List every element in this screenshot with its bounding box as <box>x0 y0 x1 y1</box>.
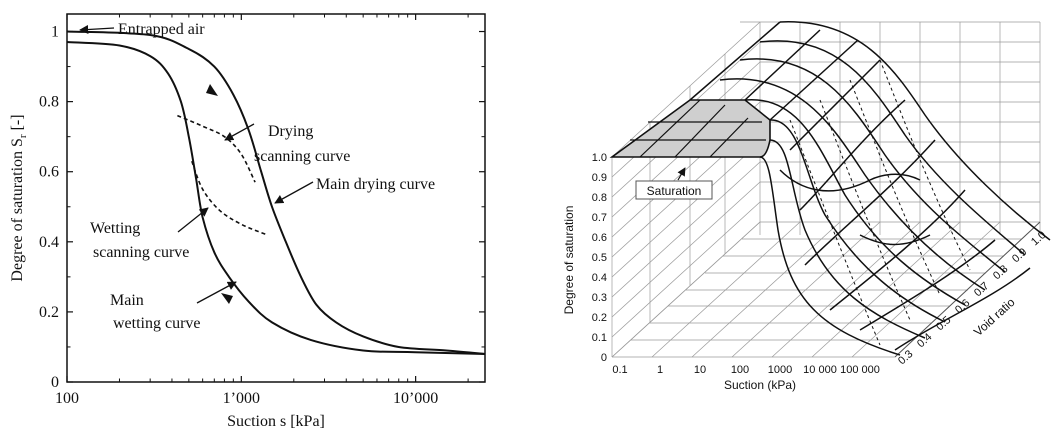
x-tick-label: 100 <box>55 390 79 407</box>
surface-y-tick-label: 0 <box>601 352 607 364</box>
series-line-wetting-scanning-curve <box>191 160 268 236</box>
pointer-arrow-drying-scanning <box>224 123 255 141</box>
surface-x-tick-label: 100 <box>731 364 749 376</box>
surface-y-tick-label: 0.7 <box>592 212 607 224</box>
surface-z-tick-label: 0.8 <box>991 263 1010 282</box>
annotation-main: Main <box>110 292 144 309</box>
left-chart: 100 1’000 10’000 0 0.2 0.4 0.6 0.8 1 Suction s [… <box>9 13 486 430</box>
tick-group: 100 1’000 10’000 0 0.2 0.4 0.6 0.8 1 <box>39 14 485 407</box>
surface-dashed-lines <box>789 59 971 346</box>
surface-y-tick-label: 0.8 <box>592 192 607 204</box>
annotation-wetting-scanning-curve: scanning curve <box>93 244 189 261</box>
surface-y-axis-label: Degree of saturation <box>562 206 576 315</box>
y-tick-label: 0.6 <box>39 164 59 181</box>
surface-x-tick-label: 1 <box>657 364 663 376</box>
y-axis-label-subscript: r <box>17 134 29 138</box>
surface-y-tick-label: 0.1 <box>592 332 607 344</box>
surface-y-tick-label: 0.2 <box>592 312 607 324</box>
y-tick-label: 1 <box>51 24 59 41</box>
x-tick-label: 1’000 <box>223 390 260 407</box>
pointer-arrow-entrapped-air <box>79 24 115 35</box>
surface-y-tick-label: 0.5 <box>592 252 607 264</box>
surface-x-axis-label: Suction (kPa) <box>724 378 796 392</box>
surface-x-tick-label: 100 000 <box>840 364 880 376</box>
series-line-drying-scanning-curve <box>177 114 256 183</box>
y-tick-label: 0 <box>51 374 59 391</box>
surface-z-tick-label: 0.4 <box>915 331 934 350</box>
pointer-arrow-main-drying <box>274 181 314 204</box>
series-line-main-wetting-curve <box>66 41 486 355</box>
y-tick-label: 0.8 <box>39 94 59 111</box>
saturation-callout-box <box>635 180 713 200</box>
tick-group: 00.10.20.30.40.50.60.70.80.91.00.1 1 10 100… <box>592 152 1049 376</box>
annotation-main-drying-curve: Main drying curve <box>316 176 435 193</box>
surface-x-tick-label: 1000 <box>768 364 792 376</box>
right-chart: Saturation 00.10.20.30.40.50.60.70.80.91… <box>562 21 1051 392</box>
surface-y-tick-label: 1.0 <box>592 152 607 164</box>
saturation-callout-label: Saturation <box>647 184 702 198</box>
y-tick-label: 0.4 <box>39 234 59 251</box>
direction-arrow-drying <box>206 84 218 96</box>
surface-y-tick-label: 0.9 <box>592 172 607 184</box>
x-axis-label: Suction s [kPa] <box>227 413 325 430</box>
pointer-arrow-wetting-scanning <box>177 207 209 233</box>
surface-z-tick-label: 1.0 <box>1029 229 1048 248</box>
direction-arrow-wetting <box>221 293 233 304</box>
y-axis-label-unit: [-] <box>9 114 26 130</box>
series-line-main-drying-curve <box>66 30 486 355</box>
surface-x-tick-label: 10 <box>694 364 706 376</box>
annotation-wetting: Wetting <box>90 220 140 237</box>
annotation-drying-scanning-curve: scanning curve <box>254 148 350 165</box>
surface-y-tick-label: 0.4 <box>592 272 607 284</box>
y-tick-label: 0.2 <box>39 304 59 321</box>
annotation-drying: Drying <box>268 123 313 140</box>
x-tick-label: 10’000 <box>393 390 438 407</box>
y-axis-label: Degree of saturation Sr [-] <box>9 114 29 281</box>
annotation-main-wetting-curve: wetting curve <box>113 315 201 332</box>
y-axis-label-main: Degree of saturation S <box>9 138 26 282</box>
surface-z-tick-label: 0.9 <box>1010 246 1029 265</box>
surface-z-tick-label: 0.3 <box>896 348 915 367</box>
surface-y-tick-label: 0.6 <box>592 232 607 244</box>
surface-x-tick-label: 0.1 <box>612 364 627 376</box>
surface-x-tick-label: 10 000 <box>803 364 837 376</box>
saturation-pointer-arrow <box>677 167 686 181</box>
pointer-arrow-main-wetting <box>196 281 237 304</box>
plateau-grid <box>630 99 766 158</box>
plot-frame <box>66 13 486 383</box>
surface-y-tick-label: 0.3 <box>592 292 607 304</box>
surface-mesh <box>689 21 1051 356</box>
annotation-entrapped-air: Entrapped air <box>118 21 205 38</box>
